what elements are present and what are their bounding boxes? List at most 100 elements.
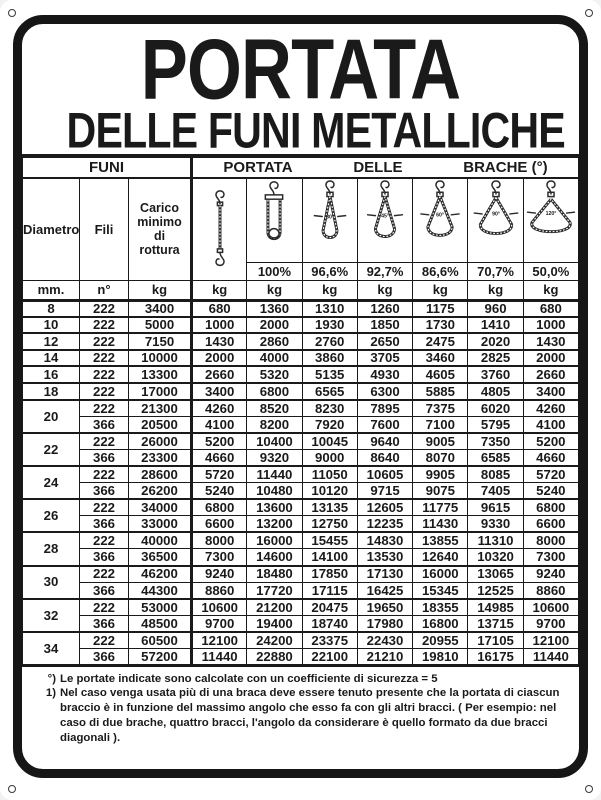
portata-cell: 9700 xyxy=(190,614,248,633)
portata-cell: 8200 xyxy=(246,415,303,434)
portata-cell: 7100 xyxy=(412,415,469,434)
portata-cell: 12100 xyxy=(522,630,579,649)
svg-text:60°: 60° xyxy=(436,213,444,219)
portata-cell: 2860 xyxy=(246,332,303,351)
table-row: 366 26200 5240 10480 10120 9715 9075 7405 5240 xyxy=(23,482,579,500)
col-header-single-leg xyxy=(190,177,248,281)
group-header-funi: FUNI xyxy=(22,155,193,179)
diameter-cell: 32 xyxy=(22,597,80,633)
svg-text:45°: 45° xyxy=(381,214,389,220)
portata-cell: 6565 xyxy=(301,381,358,401)
unit-cell: kg xyxy=(356,279,414,302)
fili-cell: 222 xyxy=(79,299,129,318)
table-row: 22 222 26000 5200 10400 10045 9640 9005 7350 5200 xyxy=(22,431,579,467)
two-leg-sling-120deg-icon: 120° xyxy=(526,180,575,234)
carico-cell: 17000 xyxy=(127,381,193,401)
portata-cell: 16000 xyxy=(246,531,303,550)
carico-cell: 10000 xyxy=(127,348,193,367)
two-leg-sling-45deg-icon: 45° xyxy=(366,180,404,239)
carico-cell: 34000 xyxy=(127,498,193,517)
group-header-row: FUNI PORTATA DELLE BRACHE (°) xyxy=(22,155,579,179)
percent-cell: 70,7% xyxy=(467,261,524,281)
col-header-sling-90: 90° xyxy=(467,177,524,263)
portata-cell: 10120 xyxy=(301,482,358,500)
fili-cell: 222 xyxy=(79,315,129,334)
portata-cell: 14830 xyxy=(356,531,414,550)
portata-cell: 18355 xyxy=(412,597,469,616)
portata-cell: 8860 xyxy=(190,581,248,600)
diameter-cell: 10 xyxy=(22,315,80,334)
portata-cell: 5320 xyxy=(246,365,303,384)
table-row: 366 57200 11440 22880 22100 21210 19810 16175 11… xyxy=(23,647,579,666)
portata-cell: 9615 xyxy=(467,498,524,517)
footnote-text: Le portate indicate sono calcolate con u… xyxy=(60,672,438,685)
unit-cell: kg xyxy=(301,279,358,302)
fili-cell: 366 xyxy=(79,581,129,600)
portata-cell: 9330 xyxy=(467,515,524,533)
carico-cell: 20500 xyxy=(127,415,193,434)
diameter-cell: 12 xyxy=(22,332,80,351)
fili-cell: 366 xyxy=(79,614,129,633)
svg-text:30°: 30° xyxy=(326,215,334,221)
portata-cell: 7350 xyxy=(467,431,524,450)
fili-cell: 222 xyxy=(79,431,129,450)
fili-cell: 222 xyxy=(79,398,129,417)
footnotes: °) Le portate indicate sono calcolate co… xyxy=(22,667,579,769)
portata-cell: 5720 xyxy=(522,464,579,484)
portata-cell: 11440 xyxy=(246,464,303,484)
portata-cell: 8640 xyxy=(356,448,414,467)
portata-cell: 21200 xyxy=(246,597,303,616)
col-header-carico: Carico minimo di rottura xyxy=(127,177,193,281)
col-header-diametro: Diametro xyxy=(22,177,80,281)
table-row: 366 20500 4100 8200 7920 7600 7100 5795 4100 xyxy=(23,415,579,434)
portata-cell: 22880 xyxy=(246,647,303,666)
portata-cell: 9075 xyxy=(412,482,469,500)
portata-cell: 9320 xyxy=(246,448,303,467)
portata-cell: 12605 xyxy=(356,498,414,517)
percent-row: 100% 96,6% 92,7% 86,6% 70,7% 50,0% xyxy=(23,261,579,281)
portata-cell: 1360 xyxy=(246,299,303,318)
capacity-table-body: 8 222 3400 680 1360 1310 1260 1175 960 680 10 222 50… xyxy=(22,299,579,666)
portata-cell: 13855 xyxy=(412,531,469,550)
portata-cell: 8520 xyxy=(246,398,303,417)
portata-cell: 5720 xyxy=(190,464,248,484)
portata-cell: 9000 xyxy=(301,448,358,467)
screw-hole-icon xyxy=(585,785,593,793)
unit-cell: kg xyxy=(467,279,524,302)
group-header-portata: PORTATA DELLE BRACHE (°) xyxy=(190,155,579,179)
diameter-cell: 34 xyxy=(22,630,80,666)
sign-frame: PORTATA DELLE FUNI METALLICHE FUNI PORTA… xyxy=(13,15,588,778)
portata-cell: 6800 xyxy=(190,498,248,517)
screw-hole-icon xyxy=(8,785,16,793)
portata-cell: 15455 xyxy=(301,531,358,550)
portata-cell: 16175 xyxy=(467,647,524,666)
carico-cell: 5000 xyxy=(127,315,193,334)
portata-cell: 8085 xyxy=(467,464,524,484)
fili-cell: 222 xyxy=(79,332,129,351)
portata-cell: 2475 xyxy=(412,332,469,351)
portata-cell: 8070 xyxy=(412,448,469,467)
portata-cell: 9240 xyxy=(190,564,248,583)
portata-cell: 12640 xyxy=(412,548,469,566)
portata-cell: 4260 xyxy=(190,398,248,417)
portata-cell: 2760 xyxy=(301,332,358,351)
portata-cell: 3860 xyxy=(301,348,358,367)
diameter-cell: 30 xyxy=(22,564,80,600)
col-header-fili: Fili xyxy=(79,177,129,281)
carico-cell: 48500 xyxy=(127,614,193,633)
portata-cell: 20475 xyxy=(301,597,358,616)
portata-cell: 14600 xyxy=(246,548,303,566)
portata-cell: 1430 xyxy=(522,332,579,351)
portata-cell: 10400 xyxy=(246,431,303,450)
portata-cell: 6600 xyxy=(190,515,248,533)
portata-cell: 1310 xyxy=(301,299,358,318)
carico-cell: 26200 xyxy=(127,482,193,500)
two-leg-sling-90deg-icon: 90° xyxy=(473,180,518,236)
portata-cell: 10605 xyxy=(356,464,414,484)
portata-cell: 2660 xyxy=(190,365,248,384)
table-row: 10 222 5000 1000 2000 1930 1850 1730 1410 1000 xyxy=(22,315,579,334)
icon-header-row: Diametro Fili Carico minimo di rottura xyxy=(22,177,579,281)
portata-cell: 1430 xyxy=(190,332,248,351)
col-header-sling-60: 60° xyxy=(412,177,469,263)
